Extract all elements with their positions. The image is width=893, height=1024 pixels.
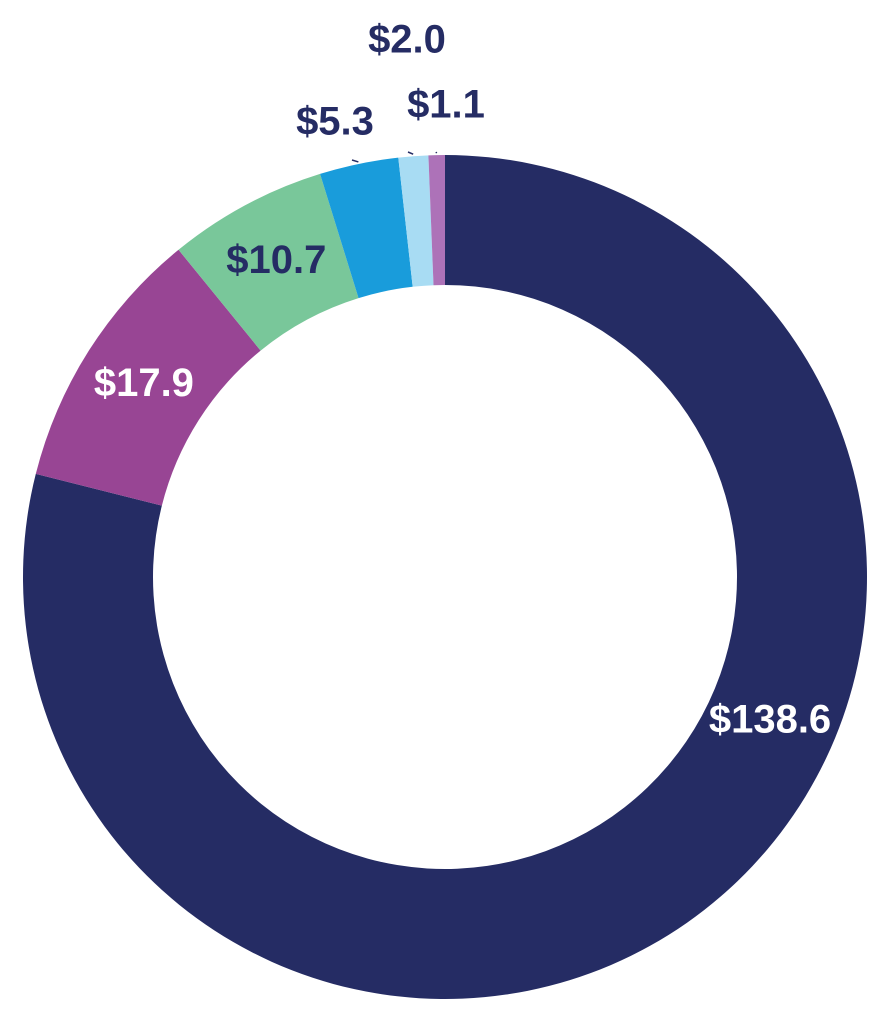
leader-line-3	[351, 159, 359, 163]
donut-slice-5	[428, 155, 445, 286]
leader-lines	[351, 151, 438, 163]
data-label-0: $138.6	[709, 698, 831, 742]
leader-line-4	[407, 151, 414, 155]
data-label-1: $17.9	[94, 361, 194, 405]
data-label-5: $1.1	[407, 83, 485, 127]
data-label-4: $2.0	[368, 18, 446, 62]
donut-slices	[22, 155, 867, 1000]
donut-slice-0	[22, 155, 867, 1000]
data-label-2: $10.7	[226, 238, 326, 282]
data-label-3: $5.3	[296, 100, 374, 144]
donut-slice-3	[320, 157, 413, 299]
data-labels: $138.6 $17.9 $10.7 $5.3 $2.0 $1.1	[94, 18, 831, 742]
donut-slice-1	[35, 249, 261, 506]
leader-line-5	[435, 151, 438, 154]
donut-slice-2	[178, 173, 359, 351]
donut-slice-4	[398, 155, 434, 287]
